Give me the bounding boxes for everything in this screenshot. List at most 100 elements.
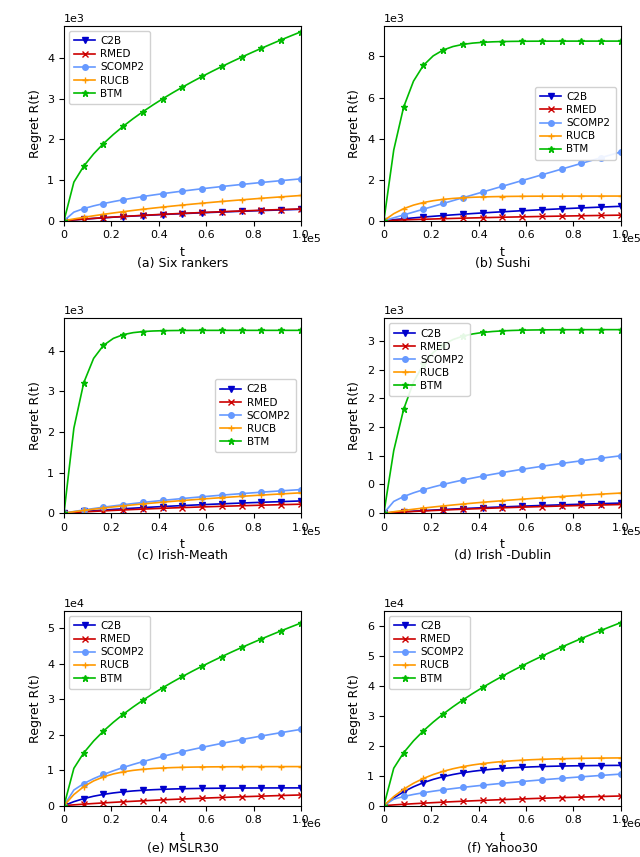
SCOMP2	[528, 463, 536, 473]
BTM	[179, 326, 186, 336]
RMED	[277, 790, 285, 800]
RMED	[268, 500, 275, 510]
RUCB	[597, 191, 605, 201]
RUCB	[277, 192, 285, 202]
C2B	[459, 503, 467, 513]
C2B	[449, 210, 457, 220]
Line: C2B: C2B	[381, 763, 623, 808]
SCOMP2	[528, 776, 536, 786]
RMED	[439, 505, 447, 515]
RMED	[508, 212, 516, 222]
C2B	[258, 497, 266, 507]
RUCB	[100, 209, 108, 219]
RMED	[228, 792, 236, 802]
Line: RUCB: RUCB	[61, 764, 304, 808]
SCOMP2	[100, 502, 108, 512]
RUCB	[538, 754, 546, 764]
SCOMP2	[528, 172, 536, 183]
BTM	[159, 93, 166, 104]
Y-axis label: Regret R(t): Regret R(t)	[29, 89, 42, 158]
RUCB	[159, 763, 166, 773]
BTM	[169, 326, 177, 336]
BTM	[548, 325, 556, 335]
C2B	[70, 215, 77, 225]
Line: RMED: RMED	[61, 792, 304, 808]
RMED	[390, 215, 397, 225]
C2B	[469, 208, 477, 219]
SCOMP2	[80, 778, 88, 788]
Y-axis label: Regret R(t): Regret R(t)	[348, 381, 362, 450]
RMED	[528, 501, 536, 512]
RUCB	[258, 193, 266, 203]
RMED	[400, 215, 408, 225]
C2B	[568, 203, 575, 213]
SCOMP2	[120, 763, 127, 773]
RMED	[429, 214, 437, 225]
RMED	[189, 794, 196, 804]
C2B	[390, 793, 397, 803]
C2B	[568, 761, 575, 771]
BTM	[548, 36, 556, 46]
C2B	[419, 212, 427, 222]
RMED	[400, 506, 408, 517]
BTM	[419, 60, 427, 70]
Legend: C2B, RMED, SCOMP2, RUCB, BTM: C2B, RMED, SCOMP2, RUCB, BTM	[69, 616, 150, 689]
SCOMP2	[100, 770, 108, 780]
RUCB	[469, 192, 477, 202]
BTM	[380, 508, 388, 518]
SCOMP2	[297, 174, 305, 184]
RMED	[557, 211, 565, 221]
BTM	[597, 325, 605, 335]
RUCB	[518, 191, 526, 201]
RMED	[597, 500, 605, 510]
SCOMP2	[607, 150, 615, 160]
SCOMP2	[538, 775, 546, 785]
C2B	[439, 505, 447, 515]
RMED	[100, 213, 108, 223]
RUCB	[268, 489, 275, 500]
Text: 1e5: 1e5	[301, 527, 322, 536]
Line: RMED: RMED	[381, 213, 623, 224]
SCOMP2	[218, 490, 226, 500]
BTM	[277, 34, 285, 45]
RUCB	[139, 499, 147, 509]
C2B	[218, 783, 226, 794]
BTM	[528, 36, 536, 46]
C2B	[488, 502, 496, 512]
BTM	[179, 671, 186, 681]
SCOMP2	[129, 759, 137, 770]
SCOMP2	[548, 167, 556, 177]
RUCB	[120, 500, 127, 511]
RUCB	[179, 495, 186, 506]
BTM	[548, 646, 556, 656]
RMED	[588, 500, 595, 511]
BTM	[459, 39, 467, 50]
C2B	[268, 205, 275, 215]
C2B	[439, 211, 447, 221]
SCOMP2	[70, 506, 77, 517]
C2B	[159, 501, 166, 512]
RMED	[508, 794, 516, 805]
RMED	[380, 216, 388, 226]
BTM	[538, 325, 546, 335]
SCOMP2	[198, 183, 206, 194]
RMED	[459, 504, 467, 514]
RUCB	[390, 208, 397, 219]
RMED	[129, 211, 137, 221]
C2B	[380, 800, 388, 811]
BTM	[139, 106, 147, 117]
Text: 1e3: 1e3	[64, 14, 85, 24]
Line: RUCB: RUCB	[381, 490, 623, 516]
RMED	[548, 501, 556, 512]
C2B	[410, 506, 417, 516]
RUCB	[479, 192, 486, 202]
SCOMP2	[548, 459, 556, 470]
RUCB	[410, 778, 417, 788]
RMED	[218, 501, 226, 512]
BTM	[218, 651, 226, 662]
RMED	[120, 505, 127, 515]
RMED	[518, 502, 526, 512]
SCOMP2	[429, 201, 437, 212]
RUCB	[90, 776, 97, 786]
RUCB	[577, 753, 585, 764]
